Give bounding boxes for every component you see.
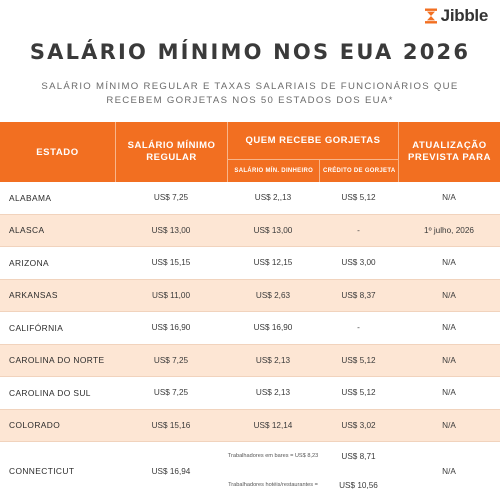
cell-salario-minimo: US$ 7,25	[153, 193, 189, 203]
cell-estado: ARKANSAS	[9, 290, 58, 301]
cell-estado: CALIFÓRNIA	[9, 322, 64, 333]
cell-min-dinheiro: US$ 2,13	[255, 355, 291, 365]
note-hoteis-restaurantes: Trabalhadores hotéis/restaurantes =	[228, 482, 318, 488]
note-bares: Trabalhadores em bares = US$ 8,23	[227, 453, 319, 459]
cell-min-dinheiro: US$ 16,90	[253, 323, 293, 333]
cell-estado: CAROLINA DO SUL	[9, 387, 91, 398]
cell-salario-minimo: US$ 15,16	[151, 420, 191, 430]
brand-logo: Jibble	[424, 6, 488, 26]
cell-atualizacao: N/A	[442, 388, 456, 398]
cell-atualizacao: N/A	[442, 258, 456, 268]
cell-estado: ALASCA	[9, 225, 45, 236]
header-min-dinheiro: SALÁRIO MÍN. DINHEIRO	[234, 168, 314, 174]
cell-salario-minimo: US$ 16,94	[151, 466, 191, 476]
header-gorjetas: QUEM RECEBE GORJETAS	[228, 122, 398, 160]
cell-credito-gorjeta: -	[357, 225, 360, 235]
cell-min-dinheiro: US$ 2,13	[255, 388, 291, 398]
table-row: ARKANSAS US$ 11,00 US$ 2,63 US$ 8,37 N/A	[0, 279, 500, 312]
cell-atualizacao: N/A	[442, 466, 456, 476]
header-gorjetas-group: QUEM RECEBE GORJETAS SALÁRIO MÍN. DINHEI…	[227, 122, 398, 182]
credito-hoteis: US$ 10,56	[339, 481, 378, 490]
table-row: COLORADO US$ 15,16 US$ 12,14 US$ 3,02 N/…	[0, 409, 500, 442]
cell-estado: ALABAMA	[9, 192, 52, 203]
cell-min-dinheiro: US$ 12,15	[253, 258, 293, 268]
table-row: CALIFÓRNIA US$ 16,90 US$ 16,90 - N/A	[0, 312, 500, 345]
table-row: ALASCA US$ 13,00 US$ 13,00 - 1º julho, 2…	[0, 214, 500, 247]
page-title: SALÁRIO MÍNIMO NOS EUA 2026	[29, 40, 471, 64]
table-row: CAROLINA DO SUL US$ 7,25 US$ 2,13 US$ 5,…	[0, 377, 500, 410]
cell-min-dinheiro: Trabalhadores em bares = US$ 8,23 Trabal…	[227, 442, 319, 500]
cell-salario-minimo: US$ 13,00	[151, 225, 191, 235]
cell-credito-gorjeta: US$ 8,71 US$ 10,56	[319, 442, 398, 500]
cell-estado: CONNECTICUT	[9, 466, 75, 476]
header-atualizacao: ATUALIZAÇÃO PREVISTA PARA	[398, 122, 500, 182]
table-row: ARIZONA US$ 15,15 US$ 12,15 US$ 3,00 N/A	[0, 247, 500, 280]
cell-salario-minimo: US$ 15,15	[151, 258, 191, 268]
header-gorjetas-subcolumns: SALÁRIO MÍN. DINHEIRO CRÉDITO DE GORJETA	[228, 160, 398, 182]
cell-atualizacao: N/A	[442, 193, 456, 203]
credito-bares: US$ 8,71	[341, 452, 376, 461]
cell-credito-gorjeta: US$ 5,12	[341, 355, 376, 365]
cell-estado: CAROLINA DO NORTE	[9, 355, 105, 366]
header-credito-gorjeta: CRÉDITO DE GORJETA	[319, 160, 398, 182]
cell-salario-minimo: US$ 11,00	[151, 290, 191, 300]
cell-salario-minimo: US$ 7,25	[153, 355, 189, 365]
cell-estado: COLORADO	[9, 420, 61, 431]
cell-min-dinheiro: US$ 2,,13	[254, 193, 292, 203]
cell-min-dinheiro: US$ 12,14	[253, 420, 293, 430]
wage-table: ESTADO SALÁRIO MÍNIMO REGULAR QUEM RECEB…	[0, 122, 500, 500]
hourglass-icon	[424, 8, 437, 24]
header-salario-minimo: SALÁRIO MÍNIMO REGULAR	[115, 122, 227, 182]
cell-credito-gorjeta: US$ 8,37	[341, 290, 376, 300]
cell-credito-gorjeta: -	[357, 323, 360, 333]
header-estado: ESTADO	[36, 146, 79, 158]
table-row: CAROLINA DO NORTE US$ 7,25 US$ 2,13 US$ …	[0, 344, 500, 377]
page-subtitle: SALÁRIO MÍNIMO REGULAR E TAXAS SALARIAIS…	[41, 81, 459, 106]
cell-atualizacao: 1º julho, 2026	[424, 225, 474, 235]
table-row: CONNECTICUT US$ 16,94 Trabalhadores em b…	[0, 442, 500, 500]
cell-credito-gorjeta: US$ 3,00	[341, 258, 376, 268]
cell-salario-minimo: US$ 16,90	[151, 323, 191, 333]
cell-credito-gorjeta: US$ 5,12	[341, 388, 376, 398]
cell-min-dinheiro: US$ 2,63	[255, 290, 291, 300]
cell-atualizacao: N/A	[442, 290, 456, 300]
cell-credito-gorjeta: US$ 5,12	[341, 193, 376, 203]
table-row: ALABAMA US$ 7,25 US$ 2,,13 US$ 5,12 N/A	[0, 182, 500, 215]
brand-name: Jibble	[440, 6, 489, 25]
cell-salario-minimo: US$ 7,25	[153, 388, 189, 398]
cell-atualizacao: N/A	[442, 355, 456, 365]
cell-atualizacao: N/A	[442, 420, 456, 430]
table-header: ESTADO SALÁRIO MÍNIMO REGULAR QUEM RECEB…	[0, 122, 500, 182]
cell-estado: ARIZONA	[9, 257, 50, 268]
cell-credito-gorjeta: US$ 3,02	[341, 420, 376, 430]
cell-min-dinheiro: US$ 13,00	[253, 225, 293, 235]
cell-atualizacao: N/A	[442, 323, 456, 333]
